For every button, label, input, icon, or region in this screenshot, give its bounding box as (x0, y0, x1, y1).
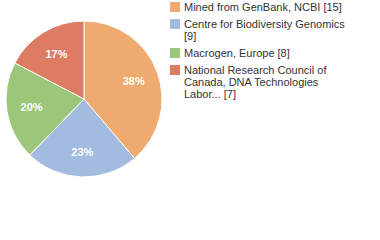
pie-slice (15, 21, 84, 99)
legend-label: Centre for Biodiversity Genomics[9] (184, 18, 345, 42)
data-label: 38% (123, 75, 145, 87)
legend-swatch (170, 65, 180, 75)
data-label: 20% (21, 101, 43, 113)
legend-swatch (170, 19, 180, 29)
pie (6, 21, 162, 177)
data-label: 23% (71, 146, 93, 158)
legend-swatch (170, 48, 180, 58)
legend: Mined from GenBank, NCBI [15] Centre for … (170, 1, 345, 100)
legend-swatch (170, 2, 180, 12)
legend-label: National Research Council ofCanada, DNA … (184, 64, 327, 100)
data-label: 17% (45, 48, 67, 60)
legend-label: Macrogen, Europe [8] (184, 47, 290, 59)
legend-label: Mined from GenBank, NCBI [15] (184, 1, 342, 13)
chart: 38% 23% 20% 17% Mined from GenBank, NCBI [15… (0, 0, 380, 240)
